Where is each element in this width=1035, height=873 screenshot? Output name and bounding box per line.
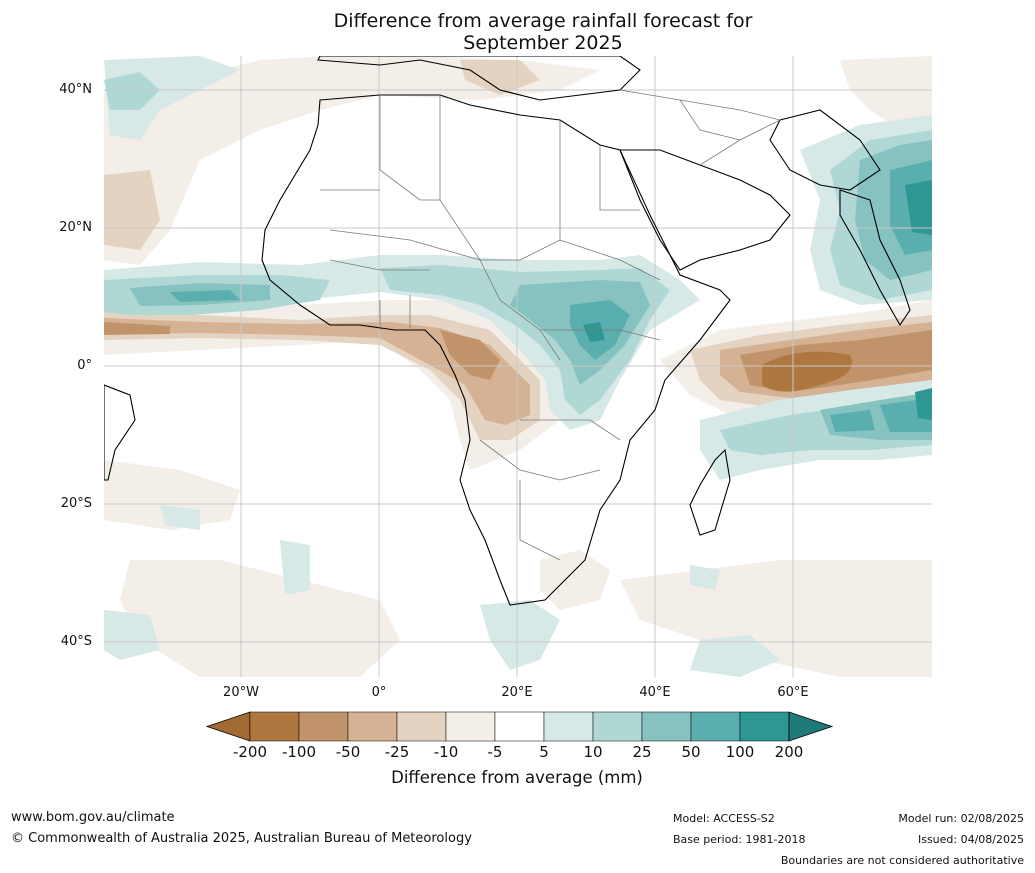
lon-label-20w: 20°W	[223, 685, 259, 700]
colorbar-swatches	[205, 711, 834, 742]
colorbar-swatch	[249, 711, 300, 742]
colorbar-tick-label: 25	[632, 743, 652, 761]
colorbar-tick-label: -50	[335, 743, 361, 761]
footer-base-period: Base period: 1981-2018	[673, 833, 806, 846]
footer-url[interactable]: www.bom.gov.au/climate	[11, 810, 175, 825]
colorbar-swatch	[494, 711, 545, 742]
colorbar-tick-label: 50	[681, 743, 701, 761]
colorbar-swatch	[396, 711, 447, 742]
colorbar-swatch	[298, 711, 349, 742]
colorbar-swatch	[641, 711, 692, 742]
colorbar-swatch	[690, 711, 741, 742]
footer-disclaimer: Boundaries are not considered authoritat…	[780, 854, 1024, 867]
map-title: Difference from average rainfall forecas…	[104, 10, 982, 54]
colorbar-swatch	[347, 711, 398, 742]
graticule	[104, 56, 932, 677]
colorbar-extend-high	[788, 711, 834, 742]
colorbar-tick-label: 100	[725, 743, 755, 761]
colorbar-tick-label: 5	[539, 743, 549, 761]
colorbar-title: Difference from average (mm)	[391, 768, 643, 787]
anomaly-wet-extreme	[583, 180, 932, 420]
title-line-1: Difference from average rainfall forecas…	[333, 10, 753, 32]
map-area	[104, 56, 932, 677]
colorbar-tick-label: 200	[774, 743, 804, 761]
lon-label-0: 0°	[371, 685, 387, 700]
title-line-2: September 2025	[463, 32, 623, 54]
lat-label-40s: 40°S	[60, 634, 92, 649]
colorbar-tick-label: -200	[232, 743, 268, 761]
footer-model-run: Model run: 02/08/2025	[898, 812, 1024, 825]
anomaly-dry-extreme	[762, 351, 852, 392]
lat-label-20n: 20°N	[59, 220, 92, 235]
colorbar-swatch	[739, 711, 790, 742]
colorbar-tick-label: -10	[433, 743, 459, 761]
colorbar-tick-label: -5	[487, 743, 503, 761]
footer-copyright: © Commonwealth of Australia 2025, Austra…	[11, 831, 472, 846]
footer-model: Model: ACCESS-S2	[673, 812, 775, 825]
lat-label-20s: 20°S	[60, 496, 92, 511]
colorbar-tick-label: 10	[583, 743, 603, 761]
colorbar-swatch	[543, 711, 594, 742]
lat-label-0: 0°	[77, 358, 92, 373]
country-borders	[320, 89, 781, 561]
lon-label-60e: 60°E	[777, 685, 809, 700]
lat-label-40n: 40°N	[59, 82, 92, 97]
colorbar-extend-low	[205, 711, 251, 742]
footer-issued: Issued: 04/08/2025	[917, 833, 1024, 846]
colorbar-tick-label: -25	[384, 743, 410, 761]
colorbar-swatch	[592, 711, 643, 742]
colorbar-swatch	[445, 711, 496, 742]
colorbar-tick-label: -100	[281, 743, 317, 761]
lon-label-40e: 40°E	[639, 685, 671, 700]
lon-label-20e: 20°E	[501, 685, 533, 700]
